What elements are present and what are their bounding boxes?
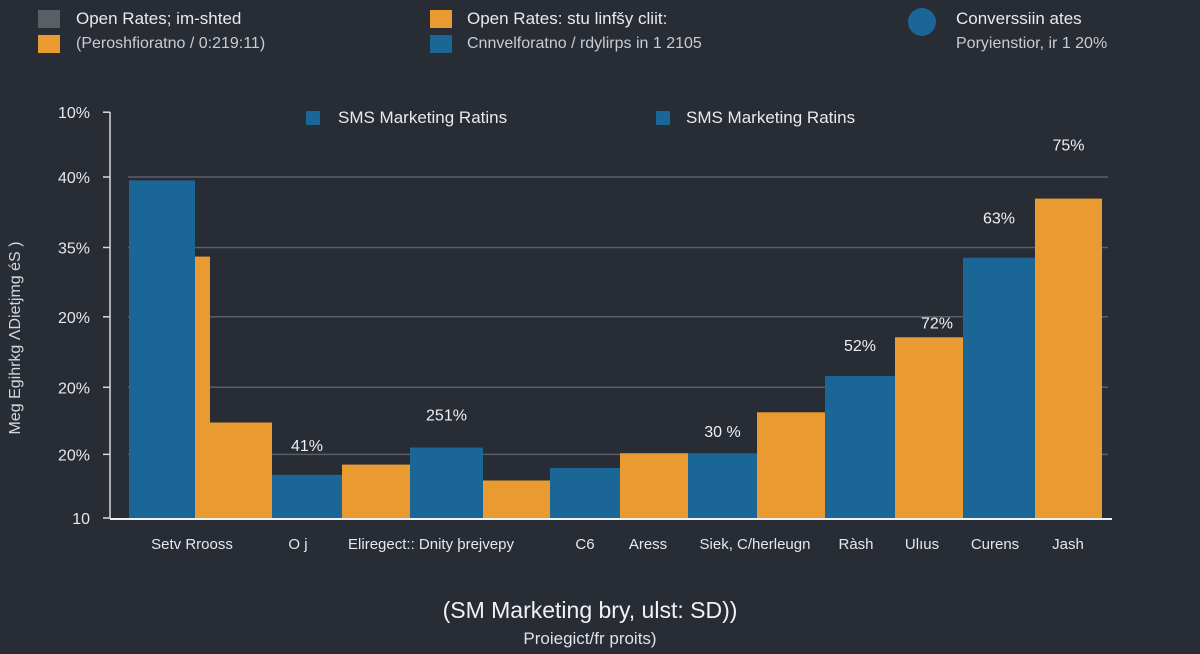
- bar-blue: [688, 453, 757, 518]
- bar-blue: [825, 375, 895, 518]
- bar-orange: [757, 412, 825, 518]
- legend-swatch-orange: [38, 35, 60, 53]
- legend-label: Poryienstior, ir 1 20%: [956, 35, 1108, 52]
- bar-orange: [1035, 198, 1102, 518]
- inner-legend-label: SMS Marketing Ratins: [338, 108, 508, 127]
- legend-label: Cnnvelforatno / rdylirps in 1 2105: [467, 35, 702, 52]
- data-label: 251%: [426, 408, 467, 425]
- legend-label: Open Rates: stu linfšy cliit:: [467, 9, 668, 28]
- bar-blue: [272, 474, 342, 518]
- y-tick-label: 20%: [58, 310, 90, 327]
- bar-blue: [963, 257, 1035, 518]
- x-category-label: O j: [288, 536, 307, 553]
- bar-orange: [483, 480, 550, 518]
- data-label: 75%: [1052, 138, 1084, 155]
- legend-swatch-gray: [38, 10, 60, 28]
- legend-swatch-blue: [430, 35, 452, 53]
- y-tick-label: 20%: [58, 447, 90, 464]
- inner-legend-label: SMS Marketing Ratins: [686, 108, 856, 127]
- y-tick-label: 35%: [58, 240, 90, 257]
- y-tick-label: 10%: [58, 105, 90, 122]
- bar-orange: [342, 464, 410, 518]
- bar-orange: [620, 453, 688, 518]
- x-category-label: Eliregect:: Dnity þrejvepy: [348, 536, 514, 553]
- data-label: 52%: [844, 338, 876, 355]
- x-category-label: C6: [575, 536, 594, 553]
- legend-circle-blue: [908, 8, 936, 36]
- x-category-label: Curens: [971, 536, 1019, 553]
- legend-label: Open Rates; im-shted: [76, 9, 242, 28]
- data-label: 72%: [921, 315, 953, 332]
- y-tick-label: 40%: [58, 170, 90, 187]
- x-category-label: Aress: [629, 536, 667, 553]
- bar-blue: [550, 467, 620, 518]
- bar-orange: [895, 337, 963, 518]
- legend-swatch-orange: [430, 10, 452, 28]
- legend-label: (Peroshfioratno / 0:219:11): [76, 35, 266, 52]
- x-category-label: Setv Rrooss: [151, 536, 233, 553]
- bar-orange: [210, 422, 272, 518]
- bar-blue: [410, 447, 483, 518]
- x-category-label: Ulıus: [905, 536, 939, 553]
- y-tick-label: 20%: [58, 380, 90, 397]
- data-label: 41%: [291, 438, 323, 455]
- inner-legend-swatch: [656, 111, 670, 125]
- bar-blue: [129, 180, 195, 518]
- inner-legend-swatch: [306, 111, 320, 125]
- chart-subtitle: Proiegict/fr proits): [523, 629, 657, 648]
- x-category-label: Jash: [1052, 536, 1084, 553]
- data-label: 30 %: [704, 424, 740, 441]
- bar-orange: [195, 256, 210, 518]
- x-category-label: Siek, C/herleugn: [700, 536, 811, 553]
- x-category-label: Ràsh: [838, 536, 873, 553]
- data-label: 63%: [983, 211, 1015, 228]
- y-tick-label: 10: [72, 511, 90, 528]
- legend-label: Converssiin ates: [956, 9, 1082, 28]
- chart-title: (SM Marketing bry, ulst: SD)): [442, 597, 738, 623]
